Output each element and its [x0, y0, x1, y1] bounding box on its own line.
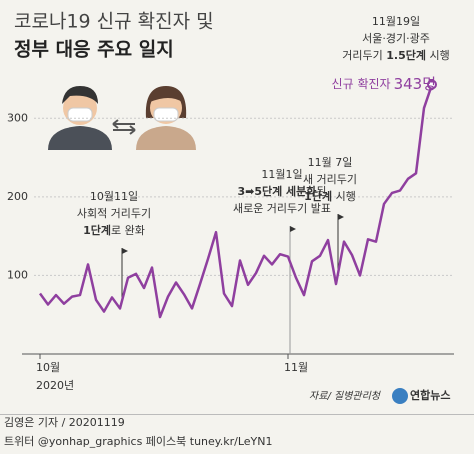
annotation: 3➡5단계 세분화된 — [237, 184, 326, 198]
annotation-segment: 1단계 — [83, 223, 111, 237]
annotation: 11월1일 — [261, 167, 302, 181]
x-tick-label: 11월 — [284, 361, 308, 374]
annotation-segment: 1단계 — [304, 189, 332, 203]
value-label-prefix: 신규 확진자 — [332, 77, 391, 91]
annotation-segment: 새 거리두기 — [303, 173, 357, 186]
x-tick-label: 10월 — [36, 361, 60, 374]
y-tick-label: 300 — [7, 111, 28, 124]
annotation-segment: 11월 7일 — [308, 155, 353, 169]
annotation: 사회적 거리두기 — [77, 207, 151, 220]
annotation: 새 거리두기 — [303, 173, 357, 186]
end-point — [427, 79, 437, 90]
annotation-segment: 거리두기 — [342, 49, 386, 62]
illustration — [48, 86, 196, 150]
logo-icon — [392, 388, 408, 404]
footer-rule — [0, 414, 474, 415]
byline: 김영은 기자 / 20201119 — [4, 416, 125, 429]
annotation-segment: 된 — [316, 185, 326, 198]
annotation: 새로운 거리두기 발표 — [233, 202, 331, 215]
annotation: 서울·경기·광주 — [362, 32, 430, 45]
annotation-segment: 시행 — [332, 190, 356, 203]
value-label: 신규 확진자 343명 — [332, 75, 436, 93]
annotation-segment: 3➡5단계 세분화 — [237, 184, 316, 198]
annotation-marker-head — [290, 226, 296, 232]
annotation-segment: 1.5단계 — [386, 48, 426, 62]
y-tick-label: 100 — [7, 268, 28, 281]
annotation-segment: 사회적 거리두기 — [77, 207, 151, 220]
annotation-segment: 10월11일 — [90, 189, 138, 203]
annotation: 11월19일 — [372, 14, 420, 28]
chart-title: 코로나19 신규 확진자 및 — [14, 11, 214, 33]
annotation-segment: 11월1일 — [261, 167, 302, 181]
value-label-value: 343명 — [394, 75, 436, 93]
x-sublabel: 2020년 — [36, 379, 74, 392]
source: 자료/ 질병관리청 — [309, 390, 382, 402]
annotation: 10월11일 — [90, 189, 138, 203]
annotation: 거리두기 1.5단계 시행 — [342, 48, 449, 62]
annotation-segment: 로 완화 — [111, 224, 145, 237]
y-tick-label: 200 — [7, 190, 28, 203]
annotation: 1단계 시행 — [304, 189, 356, 203]
annotation-marker-head — [338, 214, 344, 220]
annotation-segment: 시행 — [426, 49, 450, 62]
line — [38, 84, 434, 319]
annotation-segment: 서울·경기·광주 — [362, 32, 430, 45]
annotation: 11월 7일 — [308, 155, 353, 169]
logo: 연합뉴스 — [410, 388, 450, 402]
annotation-marker-head — [122, 248, 128, 254]
footer: 트위터 @yonhap_graphics 페이스북 tuney.kr/LeYN1 — [4, 435, 272, 448]
annotation: 1단계로 완화 — [83, 223, 145, 237]
annotation-segment: 새로운 거리두기 발표 — [233, 202, 331, 215]
annotation-segment: 11월19일 — [372, 14, 420, 28]
chart-subtitle: 정부 대응 주요 일지 — [14, 39, 174, 61]
